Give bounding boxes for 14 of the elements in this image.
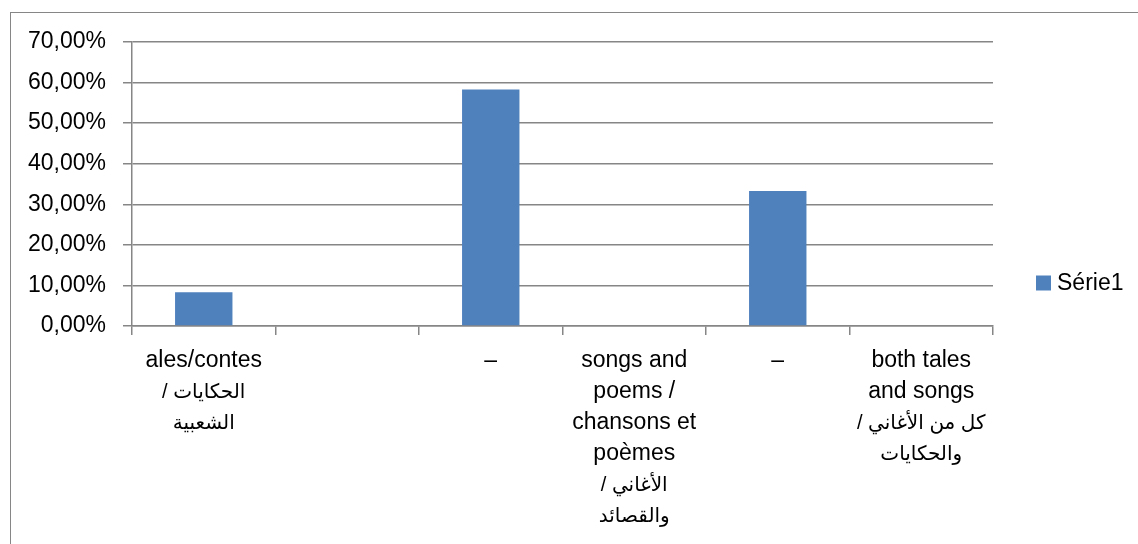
bar <box>462 89 520 326</box>
legend-label: Série1 <box>1057 269 1124 296</box>
x-tick-label: – <box>484 346 498 373</box>
y-tick-label: 60,00% <box>27 67 106 94</box>
y-tick-label: 40,00% <box>27 149 106 176</box>
y-tick-label: 0,00% <box>40 311 106 338</box>
bar <box>175 292 233 326</box>
y-tick-label: 50,00% <box>27 108 106 135</box>
y-tick-label: 20,00% <box>27 230 106 257</box>
bar <box>749 190 807 326</box>
y-tick-label: 10,00% <box>27 270 106 297</box>
y-tick-label: 70,00% <box>27 27 106 54</box>
x-tick-label: – <box>771 346 785 373</box>
y-tick-label: 30,00% <box>27 189 106 216</box>
